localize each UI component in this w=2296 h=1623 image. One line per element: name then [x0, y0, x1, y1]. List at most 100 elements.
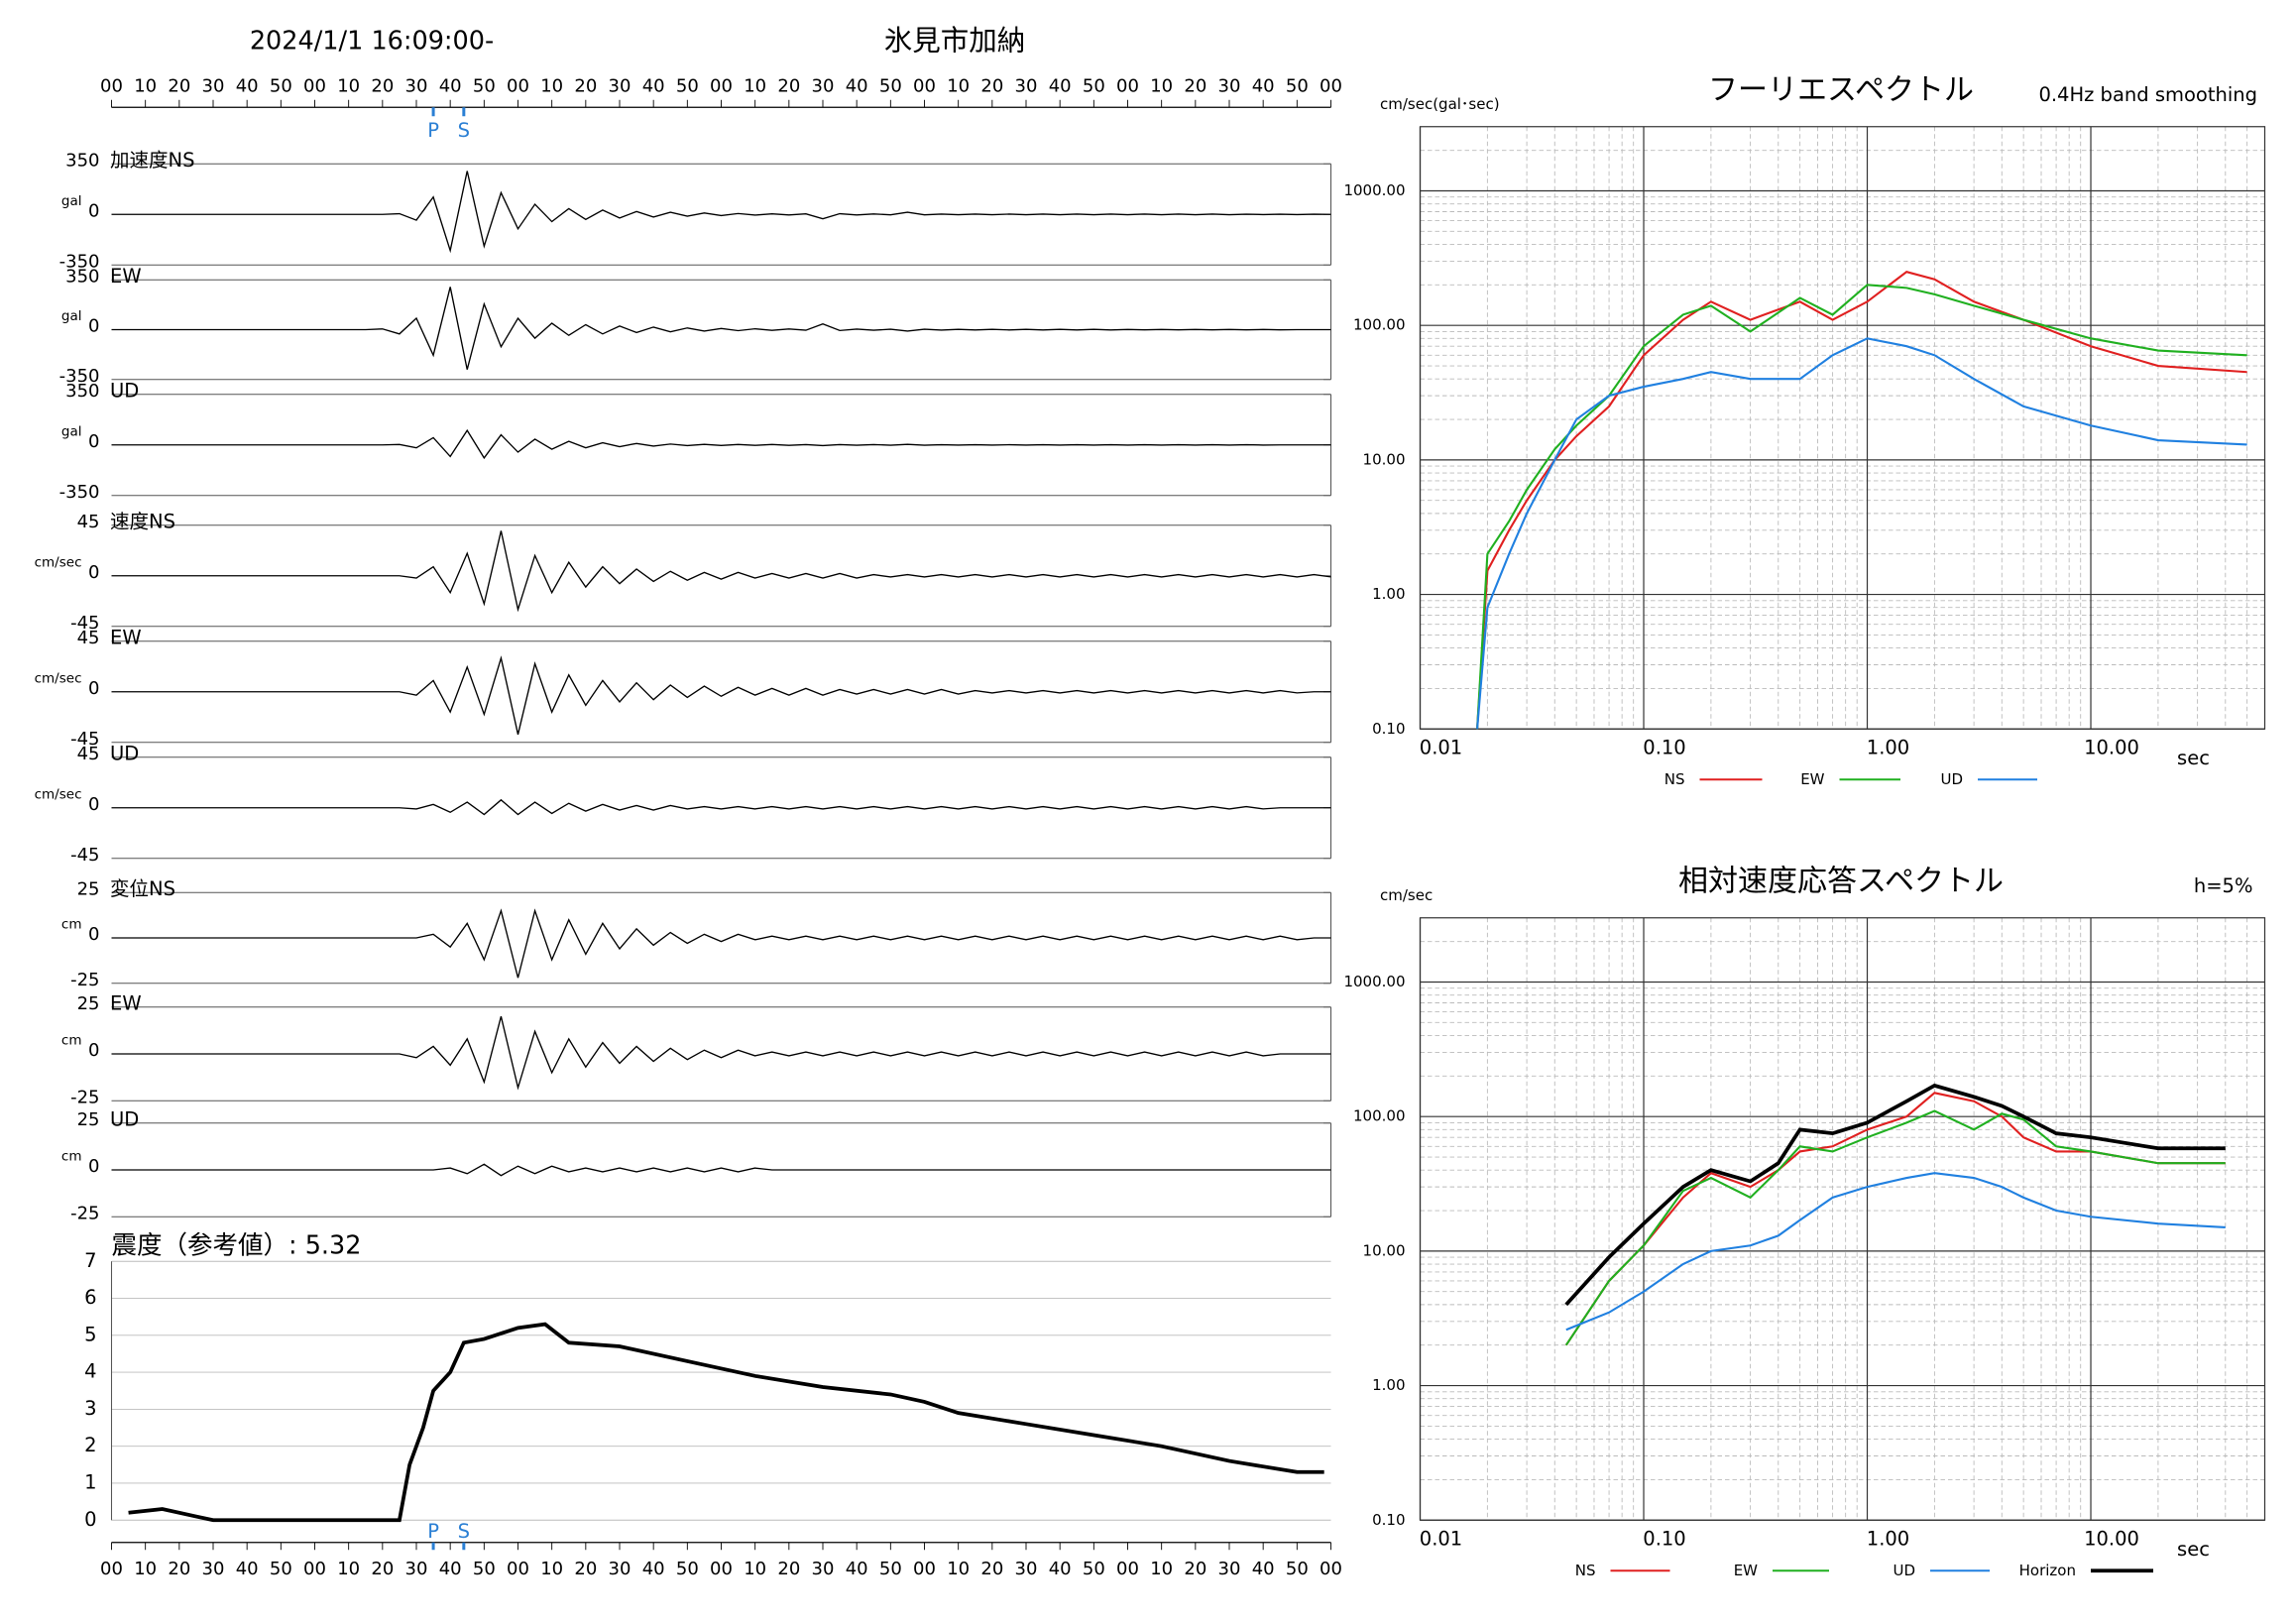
- time-tick-label: 10: [947, 75, 970, 96]
- time-tick-label: 10: [134, 75, 157, 96]
- y-tick-label: 0: [84, 1508, 96, 1531]
- panel-label: EW: [110, 265, 142, 288]
- y-tick-label: 0: [88, 1156, 99, 1177]
- y-tick-label: 350: [65, 266, 99, 287]
- time-tick-label: 50: [676, 1559, 699, 1579]
- y-tick-label: 350: [65, 150, 99, 171]
- time-tick-label: 50: [270, 1559, 292, 1579]
- y-axis-label: cm/sec: [1380, 886, 1433, 904]
- time-tick-label: 40: [846, 1559, 868, 1579]
- time-tick-label: 40: [1049, 1559, 1072, 1579]
- time-tick-label: 30: [1218, 75, 1241, 96]
- y-tick-label: 45: [77, 628, 100, 648]
- y-tick-label: 0.10: [1372, 720, 1405, 738]
- legend-label: Horizon: [2019, 1562, 2076, 1579]
- waveform: [111, 428, 1331, 460]
- time-tick-label: 20: [371, 1559, 394, 1579]
- time-tick-label: 40: [846, 75, 868, 96]
- time-tick-label: 00: [1116, 1559, 1139, 1579]
- spectrum-line: [1564, 1083, 2226, 1307]
- x-tick-label: 1.00: [1867, 1527, 1909, 1550]
- datetime: 2024/1/1 16:09:00-: [250, 26, 494, 56]
- time-tick-label: 20: [168, 75, 190, 96]
- time-tick-label: 20: [980, 75, 1003, 96]
- x-tick-label: 1.00: [1867, 736, 1909, 758]
- time-tick-label: 10: [337, 75, 360, 96]
- time-tick-label: 00: [1320, 75, 1342, 96]
- y-tick-label: 10.00: [1363, 1241, 1406, 1259]
- y-tick-label: 2: [84, 1434, 96, 1456]
- y-tick-label: -45: [70, 729, 99, 750]
- time-tick-label: 00: [100, 75, 123, 96]
- y-tick-label: 3: [84, 1397, 96, 1420]
- y-tick-label: 0: [88, 431, 99, 452]
- time-tick-label: 10: [744, 75, 766, 96]
- unit-label: cm: [61, 917, 82, 933]
- panel-label: UD: [110, 379, 139, 402]
- y-tick-label: -350: [59, 482, 100, 503]
- legend-label: NS: [1665, 770, 1685, 788]
- y-tick-label: 45: [77, 744, 100, 764]
- phase-label: P: [427, 119, 439, 142]
- y-tick-label: 25: [77, 1109, 100, 1130]
- y-tick-label: 0: [88, 316, 99, 337]
- x-tick-label: 10.00: [2084, 1527, 2139, 1550]
- intensity-line: [128, 1322, 1324, 1523]
- time-tick-label: 30: [1218, 1559, 1241, 1579]
- time-tick-label: 50: [473, 75, 496, 96]
- time-tick-label: 30: [609, 1559, 631, 1579]
- waveform: [111, 798, 1331, 816]
- time-tick-label: 10: [947, 1559, 970, 1579]
- y-axis-label: cm/sec(gal･sec): [1380, 95, 1500, 113]
- time-tick-label: 40: [1252, 75, 1275, 96]
- spectrum-line: [1564, 1109, 2226, 1346]
- time-tick-label: 30: [202, 75, 225, 96]
- unit-label: cm/sec: [35, 554, 82, 570]
- time-tick-label: 50: [879, 75, 902, 96]
- x-tick-label: 0.10: [1643, 1527, 1685, 1550]
- time-tick-label: 00: [100, 1559, 123, 1579]
- time-tick-label: 00: [913, 1559, 936, 1579]
- time-tick-label: 30: [812, 75, 835, 96]
- y-tick-label: 0: [88, 1040, 99, 1061]
- time-tick-label: 00: [710, 75, 733, 96]
- time-tick-label: 10: [1150, 1559, 1173, 1579]
- spectrum-line: [1564, 1092, 2226, 1346]
- station: 氷見市加納: [884, 24, 1026, 57]
- x-axis-label: sec: [2177, 747, 2210, 769]
- unit-label: gal: [61, 423, 82, 439]
- waveform: [111, 908, 1331, 979]
- legend-label: EW: [1734, 1562, 1758, 1579]
- waveform: [111, 655, 1331, 735]
- time-tick-label: 20: [574, 75, 597, 96]
- y-tick-label: 25: [77, 993, 100, 1014]
- time-tick-label: 40: [642, 1559, 665, 1579]
- unit-label: cm/sec: [35, 786, 82, 802]
- spectrum-line: [1565, 1172, 2226, 1332]
- y-tick-label: 25: [77, 878, 100, 899]
- phase-label: S: [458, 119, 470, 142]
- time-tick-label: 30: [812, 1559, 835, 1579]
- spectrum-line: [1476, 284, 2247, 730]
- panel-label: 加速度NS: [110, 149, 194, 172]
- y-tick-label: 1.00: [1372, 1376, 1405, 1394]
- time-tick-label: 20: [777, 75, 800, 96]
- y-tick-label: 1: [84, 1470, 96, 1493]
- chart-subtitle: 0.4Hz band smoothing: [2038, 83, 2257, 106]
- time-tick-label: 50: [270, 75, 292, 96]
- time-tick-label: 10: [744, 1559, 766, 1579]
- y-tick-label: 0: [88, 924, 99, 945]
- y-tick-label: 6: [84, 1286, 96, 1309]
- x-tick-label: 10.00: [2084, 736, 2139, 758]
- time-tick-label: 40: [439, 75, 462, 96]
- y-tick-label: 0: [88, 562, 99, 583]
- time-tick-label: 50: [1083, 75, 1105, 96]
- time-tick-label: 40: [1252, 1559, 1275, 1579]
- waveform: [111, 530, 1331, 613]
- legend-label: UD: [1940, 770, 1963, 788]
- panel-label: UD: [110, 1107, 139, 1130]
- y-tick-label: -350: [59, 251, 100, 272]
- time-tick-label: 20: [1184, 1559, 1206, 1579]
